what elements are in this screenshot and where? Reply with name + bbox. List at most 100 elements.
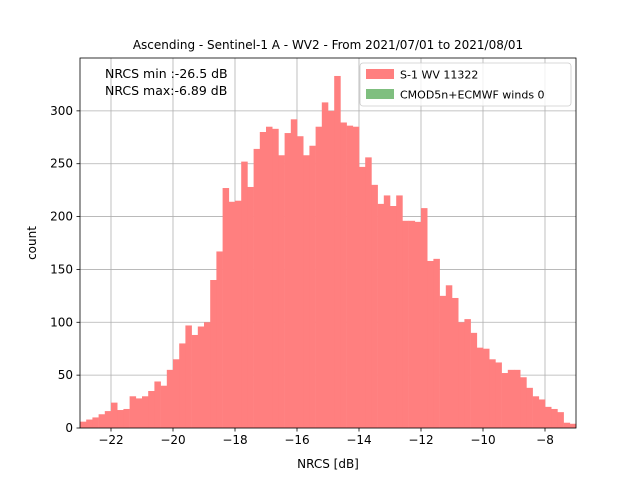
histogram-bar [352, 126, 360, 428]
y-tick-label: 100 [50, 315, 73, 329]
chart-title: Ascending - Sentinel-1 A - WV2 - From 20… [133, 38, 523, 52]
histogram-bar [135, 398, 143, 428]
histogram-bar [334, 75, 341, 428]
x-axis-label: NRCS [dB] [297, 457, 359, 471]
legend-swatch-s1 [366, 69, 394, 79]
histogram-bar [408, 220, 416, 428]
nrcs-max-annotation: NRCS max:-6.89 dB [105, 83, 227, 98]
y-tick-label: 200 [50, 210, 73, 224]
histogram-bar [414, 221, 422, 428]
x-tick-label: −14 [346, 433, 371, 447]
histogram-bar [309, 145, 316, 428]
legend-box [359, 62, 572, 107]
legend-label-cmod: CMOD5n+ECMWF winds 0 [400, 89, 545, 102]
histogram-bar [396, 195, 403, 428]
histogram-bar [191, 334, 199, 428]
histogram-bar [321, 102, 329, 429]
x-tick-label: −8 [536, 433, 554, 447]
histogram-bar [445, 285, 453, 428]
histogram-bar [514, 369, 521, 428]
histogram-bar [104, 411, 112, 428]
x-tick-label: −22 [98, 433, 123, 447]
histogram-bar [458, 322, 465, 428]
histogram-bar [154, 381, 161, 428]
histogram-bar [98, 414, 106, 428]
histogram-bar [197, 326, 205, 428]
nrcs-min-annotation: NRCS min :-26.5 dB [105, 66, 228, 81]
histogram-bar [185, 325, 192, 428]
histogram-bar [315, 126, 323, 428]
histogram-bar [507, 369, 515, 428]
histogram-bar [297, 136, 304, 428]
histogram-bar [359, 166, 366, 428]
x-axis-ticks: −22 −20 −18 −16 −14 −12 −10 −8 [98, 428, 554, 447]
histogram-bar [402, 220, 409, 428]
histogram-bar [247, 186, 254, 428]
histogram-bar [216, 251, 223, 428]
legend-label-s1: S-1 WV 11322 [400, 69, 478, 82]
histogram-bar [303, 155, 310, 428]
histogram-bar [123, 408, 130, 428]
histogram-bar [495, 362, 502, 428]
histogram-bar [210, 280, 217, 428]
histogram-bar [483, 348, 490, 428]
y-axis-label: count [25, 226, 39, 260]
histogram-bar [427, 260, 434, 428]
histogram-bar [235, 200, 242, 428]
histogram-bar [569, 423, 577, 428]
histogram-bar [272, 128, 279, 429]
histogram-bar [111, 402, 118, 428]
histogram-bar [290, 119, 298, 429]
histogram-bar [179, 343, 186, 428]
y-tick-label: 250 [50, 157, 73, 171]
legend: S-1 WV 11322 CMOD5n+ECMWF winds 0 [359, 62, 572, 107]
histogram-bar [476, 347, 484, 428]
histogram-bar [489, 359, 496, 428]
histogram-bar [228, 201, 236, 428]
histogram-bar [129, 396, 137, 428]
histogram-bar [259, 132, 267, 428]
histogram-bar [545, 406, 552, 428]
histogram-bar [464, 319, 471, 428]
histogram-bar [452, 297, 459, 428]
histogram-bar [340, 122, 347, 428]
histogram-bar [563, 422, 571, 428]
histogram-bar [166, 369, 174, 428]
histogram-bar [383, 195, 391, 428]
histogram-bar [253, 148, 261, 428]
y-tick-label: 150 [50, 262, 73, 276]
histogram-bar [532, 396, 540, 428]
histogram-bar [204, 322, 211, 428]
histogram-bar [86, 419, 93, 428]
histogram-bars [80, 75, 577, 429]
histogram-bar [80, 421, 87, 428]
histogram-bar [371, 184, 378, 428]
y-axis-ticks: 0 50 100 150 200 250 300 [50, 104, 80, 435]
histogram-bar [117, 410, 124, 428]
y-tick-label: 300 [50, 104, 73, 118]
histogram-bar [328, 110, 335, 428]
x-tick-label: −12 [408, 433, 433, 447]
histogram-bar [526, 387, 533, 428]
histogram-bar [551, 408, 558, 428]
histogram-bar [278, 155, 285, 428]
histogram-bar [222, 188, 230, 428]
histogram-bar [538, 399, 546, 428]
histogram-bar [390, 206, 397, 428]
histogram-bar [160, 385, 168, 428]
histogram-bar [173, 359, 180, 428]
histogram-bar [241, 161, 248, 428]
x-tick-label: −10 [470, 433, 495, 447]
histogram-bar [520, 377, 527, 428]
histogram-bar [142, 396, 149, 428]
histogram-bar [421, 208, 428, 428]
legend-swatch-cmod [366, 89, 394, 99]
x-tick-label: −18 [222, 433, 247, 447]
histogram-bar [433, 258, 440, 428]
y-tick-label: 0 [65, 421, 73, 435]
histogram-bar [365, 157, 372, 428]
histogram-bar [377, 203, 385, 428]
histogram-bar [346, 125, 354, 429]
histogram-bar [439, 295, 447, 428]
